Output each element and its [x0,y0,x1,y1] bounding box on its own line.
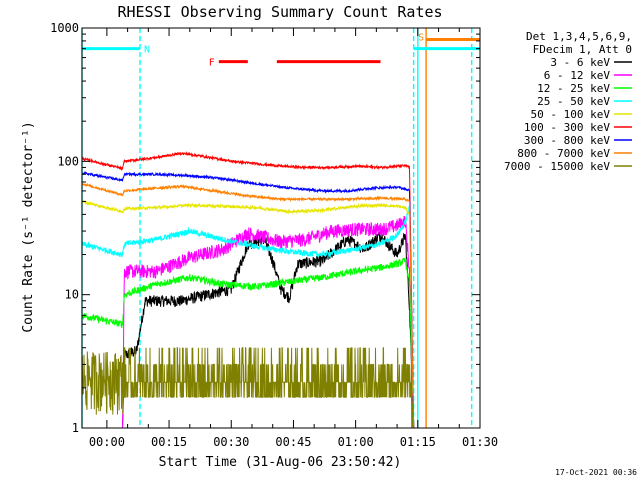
x-tick-label: 00:15 [151,435,187,449]
annotation-label: N [144,45,150,56]
y-tick-label: 10 [65,288,79,302]
series-line [81,170,416,429]
annotation-label: S [418,32,424,43]
series-line [81,151,416,429]
x-tick-label: 00:00 [89,435,125,449]
legend-entry: 50 - 100 keV [531,108,611,121]
legend: Det 1,3,4,5,6,9,FDecim 1, Att 03 - 6 keV… [504,30,632,173]
y-tick-label: 1 [72,421,79,435]
chart-title: RHESSI Observing Summary Count Rates [117,3,442,21]
series-line [82,216,416,429]
series-line [81,199,416,429]
plot-frame [81,27,481,429]
footer-date: 17-Oct-2021 00:36 [555,468,637,477]
series-line [82,231,416,429]
legend-entry: 3 - 6 keV [550,56,610,69]
x-tick-label: 00:30 [213,435,249,449]
legend-entry: 12 - 25 keV [537,82,610,95]
series-line [81,182,416,429]
y-axis-label: Count Rate (s⁻¹ detector⁻¹) [21,121,36,332]
legend-entry: 25 - 50 keV [537,95,610,108]
legend-header: Det 1,3,4,5,6,9, [526,30,632,43]
legend-entry: 800 - 7000 keV [517,147,610,160]
series-line [81,347,416,429]
series-line [81,257,416,429]
x-tick-label: 01:15 [400,435,436,449]
legend-entry: 7000 - 15000 keV [504,160,610,173]
legend-entry: 6 - 12 keV [544,69,611,82]
series-line [81,205,416,429]
y-tick-label: 100 [57,154,79,168]
x-tick-label: 01:30 [462,435,498,449]
legend-entry: 300 - 800 keV [524,134,610,147]
annotation-label: F [209,58,215,69]
y-tick-label: 1000 [50,21,79,35]
x-axis-label: Start Time (31-Aug-06 23:50:42) [159,455,402,470]
legend-entry: 100 - 300 keV [524,121,610,134]
x-tick-label: 00:45 [275,435,311,449]
x-tick-label: 01:00 [338,435,374,449]
legend-header: FDecim 1, Att 0 [533,43,632,56]
